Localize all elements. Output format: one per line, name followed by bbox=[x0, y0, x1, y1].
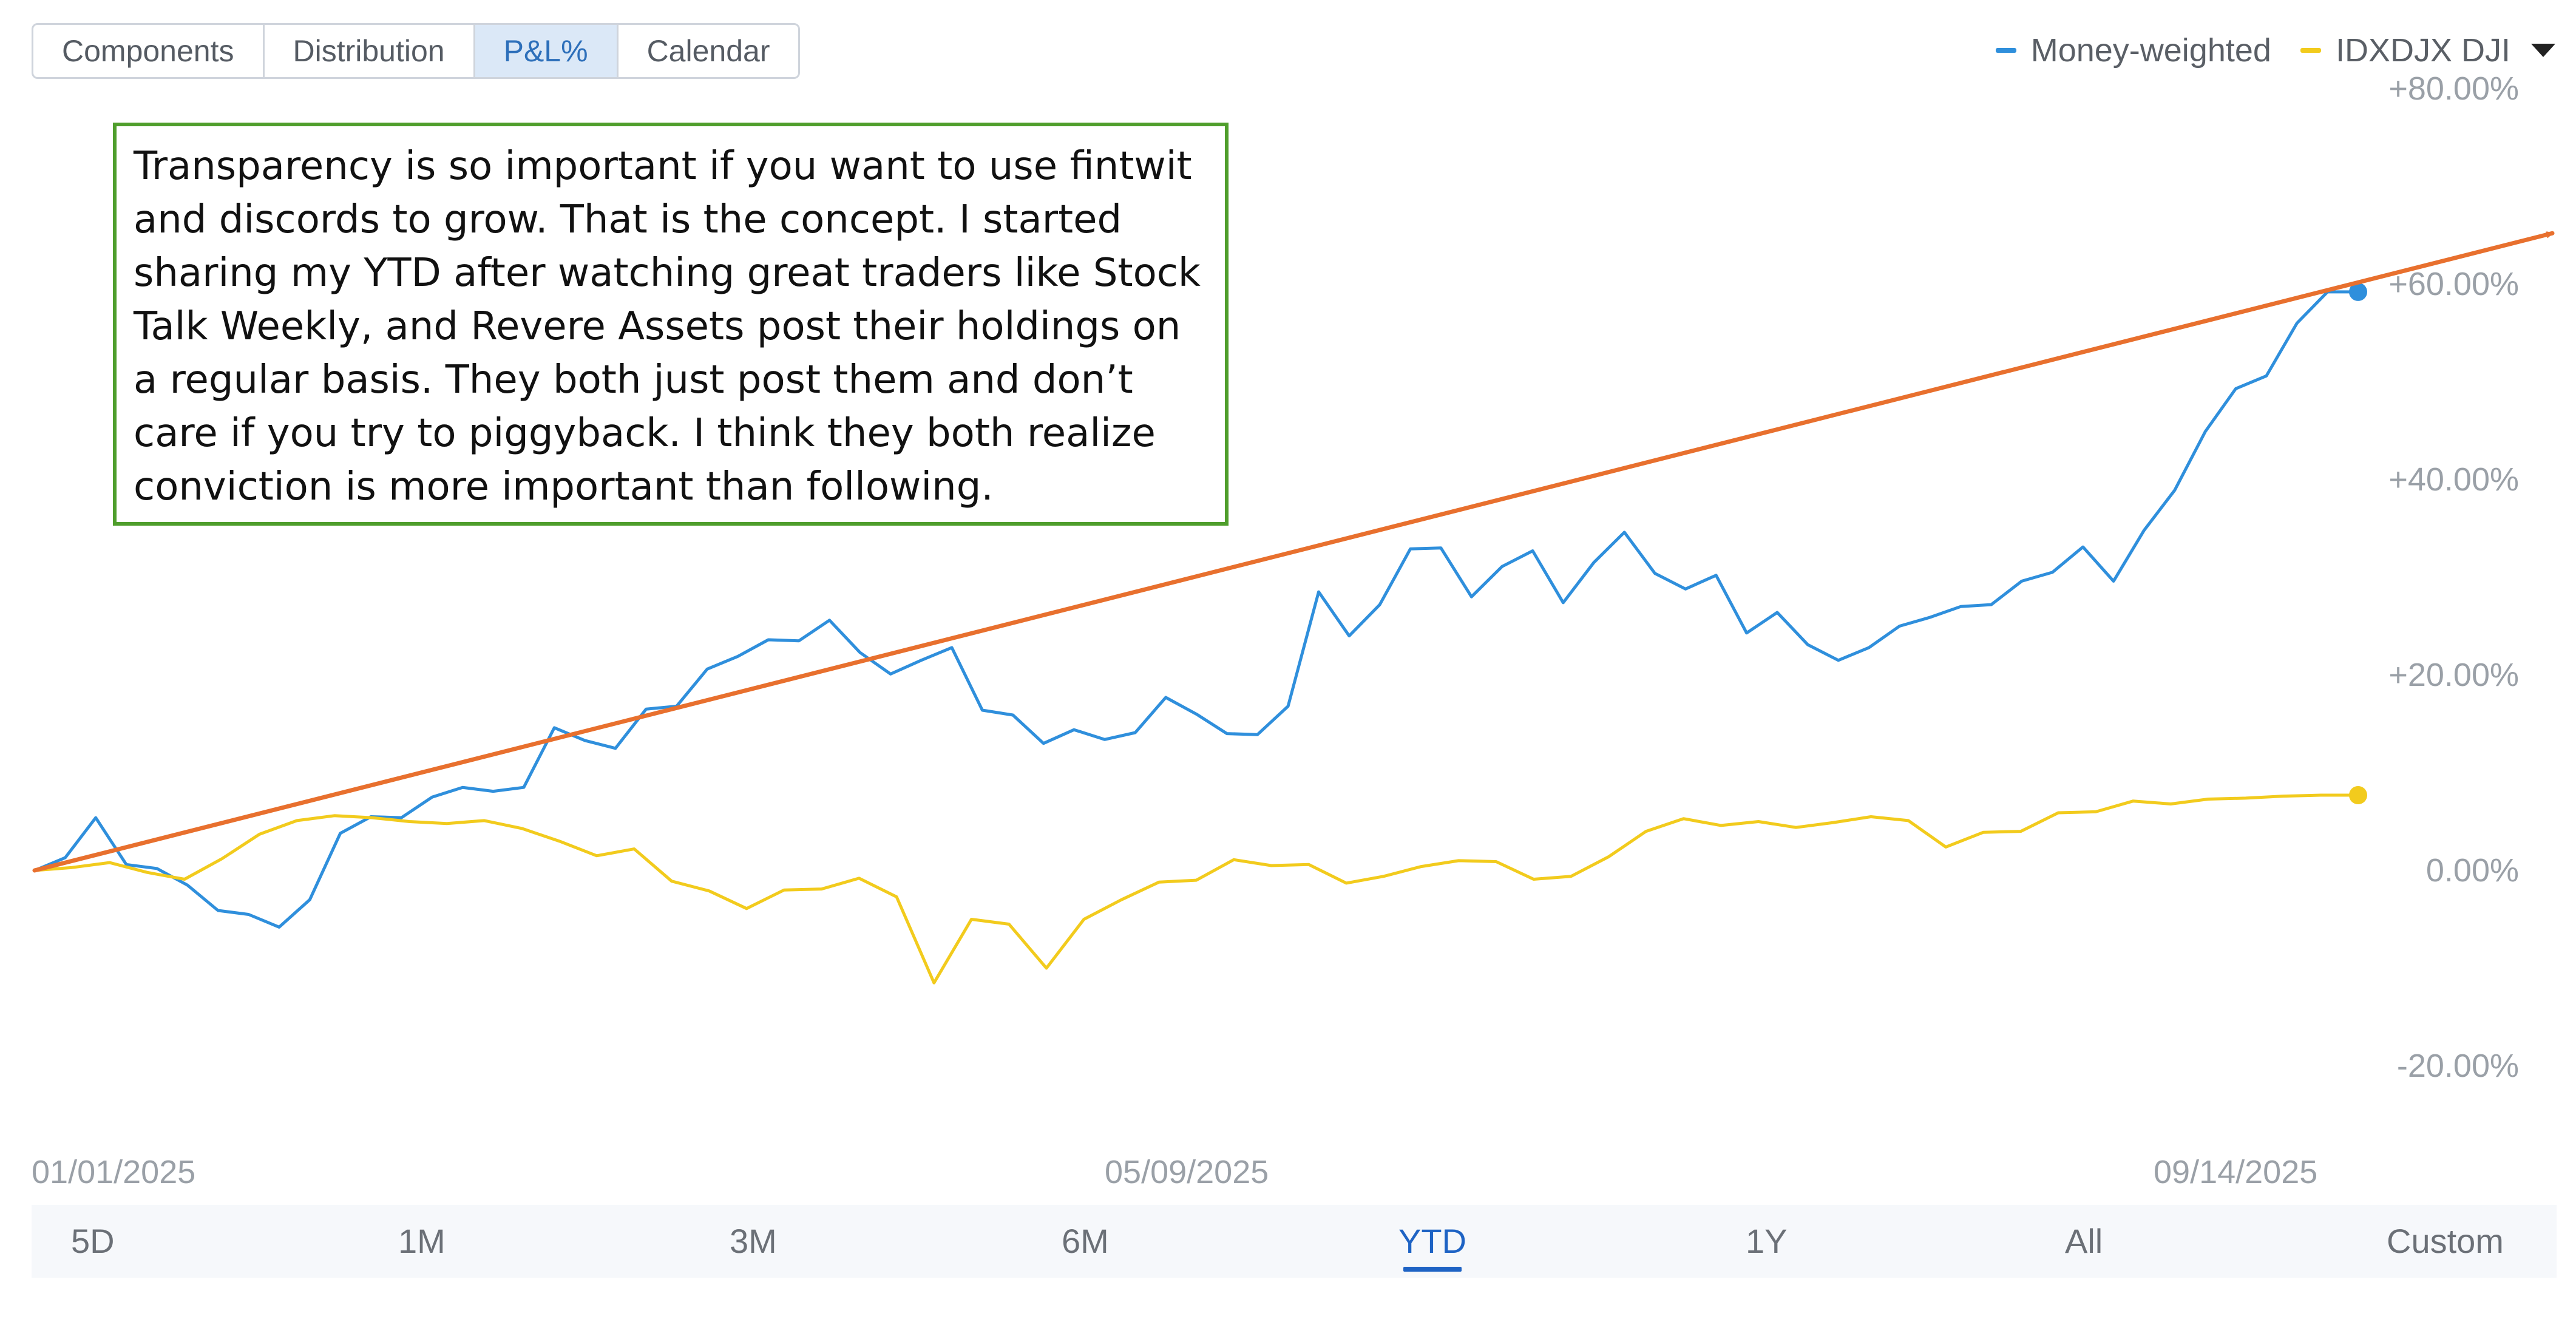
y-tick-label: +60.00% bbox=[2388, 266, 2519, 302]
legend-item-money-weighted[interactable]: Money-weighted bbox=[1995, 32, 2271, 69]
y-axis: +80.00% +60.00% +40.00% +20.00% 0.00% -20.00% bbox=[2388, 70, 2519, 1084]
x-axis-label-end: 09/14/2025 bbox=[2154, 1154, 2318, 1190]
trend-arrow-group bbox=[32, 231, 2555, 873]
range-1y[interactable]: 1Y bbox=[1746, 1222, 1788, 1260]
series-line-money-weighted bbox=[33, 290, 2360, 929]
y-tick-label: +80.00% bbox=[2388, 70, 2519, 107]
series-line-idxdjx-dji bbox=[33, 793, 2360, 985]
legend-label: IDXDJX DJI bbox=[2335, 32, 2510, 69]
annotation-text-box: Transparency is so important if you want… bbox=[113, 123, 1229, 526]
tab-distribution[interactable]: Distribution bbox=[265, 25, 475, 77]
series-end-marker bbox=[2349, 786, 2367, 805]
series-end-marker bbox=[2349, 282, 2367, 301]
range-5d[interactable]: 5D bbox=[71, 1222, 115, 1260]
legend-swatch-money-weighted bbox=[1995, 48, 2016, 53]
range-6m[interactable]: 6M bbox=[1062, 1222, 1109, 1260]
x-axis-label-mid: 05/09/2025 bbox=[1105, 1154, 1269, 1190]
y-tick-label: +20.00% bbox=[2388, 657, 2519, 693]
range-ytd[interactable]: YTD bbox=[1398, 1205, 1466, 1278]
y-tick-label: 0.00% bbox=[2426, 852, 2519, 889]
range-selector: 5D 1M 3M 6M YTD 1Y All Custom bbox=[32, 1205, 2557, 1278]
y-tick-label: +40.00% bbox=[2388, 461, 2519, 498]
range-all[interactable]: All bbox=[2065, 1222, 2103, 1260]
view-tabs: Components Distribution P&L% Calendar bbox=[32, 23, 801, 79]
tab-calendar[interactable]: Calendar bbox=[646, 34, 770, 68]
caret-down-icon[interactable] bbox=[2531, 44, 2555, 57]
legend-item-idxdjx-dji[interactable]: IDXDJX DJI bbox=[2300, 32, 2510, 69]
legend-swatch-idxdjx-dji bbox=[2300, 48, 2321, 53]
tab-pnl-percent[interactable]: P&L% bbox=[475, 25, 619, 77]
tab-components[interactable]: Components bbox=[33, 25, 265, 77]
y-tick-label: -20.00% bbox=[2397, 1048, 2519, 1084]
legend-label: Money-weighted bbox=[2030, 32, 2271, 69]
trend-arrow bbox=[32, 231, 2555, 873]
range-3m[interactable]: 3M bbox=[730, 1222, 777, 1260]
range-custom[interactable]: Custom bbox=[2387, 1222, 2504, 1260]
chart-legend: Money-weighted IDXDJX DJI bbox=[1967, 32, 2555, 69]
series-lines bbox=[33, 282, 2367, 985]
x-axis-label-start: 01/01/2025 bbox=[32, 1154, 196, 1190]
range-1m[interactable]: 1M bbox=[398, 1222, 446, 1260]
